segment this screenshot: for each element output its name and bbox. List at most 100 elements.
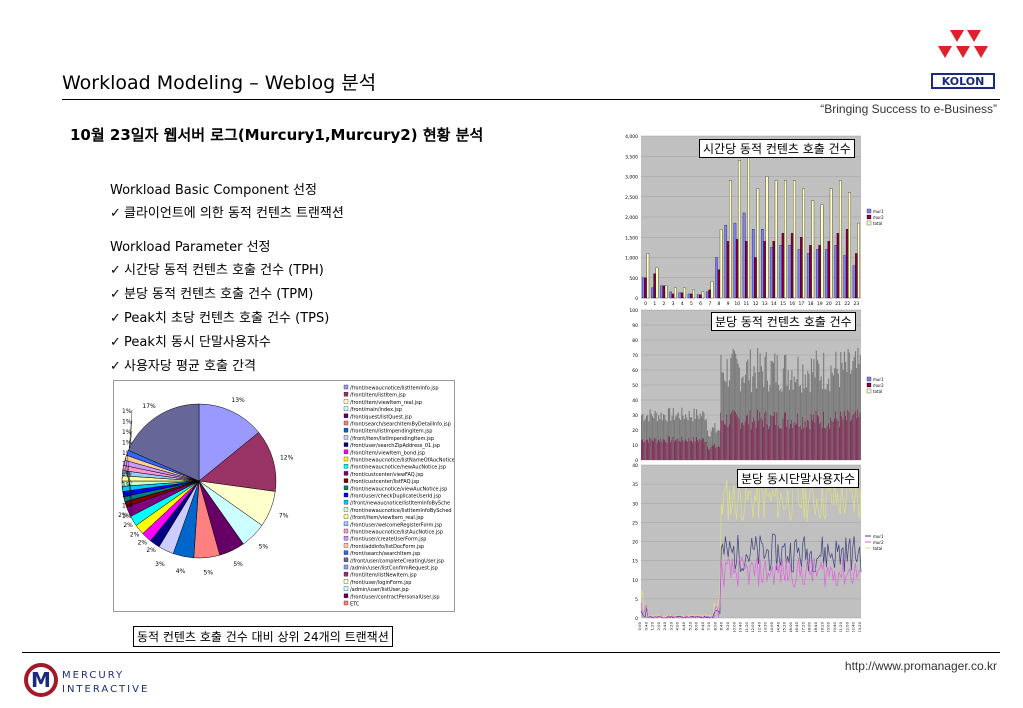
bar xyxy=(707,430,709,460)
pie-legend-swatch xyxy=(343,564,349,570)
bar xyxy=(852,360,854,460)
pie-slice-label: 1% xyxy=(122,482,132,489)
bar xyxy=(738,160,741,299)
pie-slice-label: 1% xyxy=(122,429,132,436)
bar xyxy=(766,380,768,460)
bar xyxy=(680,441,681,460)
bar xyxy=(780,427,781,460)
bar xyxy=(676,414,678,460)
bar xyxy=(672,436,674,460)
footer-url: http://www.promanager.co.kr xyxy=(844,659,997,673)
y-tick-label: 1,000 xyxy=(625,256,638,262)
bar xyxy=(850,421,851,460)
bar xyxy=(771,415,773,460)
bar xyxy=(749,349,751,460)
pie-legend-label: /front/newaucnotice/listAucNotice.jsp xyxy=(350,530,443,536)
bar xyxy=(753,417,754,460)
bullet-item: ✓ Peak치 초당 컨텐츠 호출 건수 (TPS) xyxy=(110,311,330,326)
bar xyxy=(801,392,803,460)
bar xyxy=(700,416,702,460)
pie-legend-swatch xyxy=(343,514,349,519)
bar xyxy=(660,285,663,299)
y-tick-label: 2,500 xyxy=(625,195,638,201)
bar xyxy=(777,384,779,460)
bar xyxy=(644,418,646,460)
bar xyxy=(675,440,676,460)
x-tick-label: 9:20 xyxy=(725,621,730,630)
bar xyxy=(655,438,657,460)
pie-legend-label: /front/item/listItem.jsp xyxy=(350,393,406,399)
x-tick-label: 10:40 xyxy=(738,621,743,632)
y-tick-label: 15 xyxy=(632,559,638,565)
x-tick-label: 2:00 xyxy=(656,621,661,630)
bar xyxy=(761,229,764,299)
pie-slice-label: 7% xyxy=(279,512,289,519)
y-tick-label: 10 xyxy=(632,443,638,449)
hourly-calls-chart: 0 500 1,000 1,500 2,000 2,500 3,000 3,500 4,000 0… xyxy=(617,131,892,307)
bar xyxy=(671,415,673,460)
bar xyxy=(828,378,830,460)
bar xyxy=(781,233,785,299)
bar xyxy=(690,293,693,299)
pie-leader-line xyxy=(123,462,133,495)
pie-legend-label: /front/newaucnotice/listItemInfo.jsp xyxy=(350,386,439,392)
bar xyxy=(691,417,693,460)
pie-legend-label: /front/user/createUserForm.jsp xyxy=(350,537,426,543)
bar xyxy=(669,291,673,299)
bar xyxy=(687,420,689,460)
bar xyxy=(859,412,861,460)
bar xyxy=(689,440,691,460)
bar xyxy=(837,421,839,460)
bar xyxy=(671,293,675,299)
bar xyxy=(776,412,778,460)
bar xyxy=(718,446,719,460)
y-tick-label: 25 xyxy=(632,520,638,526)
bar xyxy=(703,438,704,460)
bar xyxy=(738,367,740,460)
y-tick-label: 2,000 xyxy=(625,215,638,221)
bar xyxy=(737,363,739,460)
bar xyxy=(807,419,808,460)
bar xyxy=(678,418,680,460)
bar xyxy=(726,414,728,460)
bar xyxy=(713,445,714,460)
x-tick-label: 6 xyxy=(699,301,702,307)
legend-label: mur1 xyxy=(873,377,884,382)
bar xyxy=(706,291,709,299)
bar xyxy=(802,364,804,460)
bar xyxy=(832,375,834,460)
pie-legend-swatch xyxy=(343,521,349,526)
bar xyxy=(650,413,652,460)
bar xyxy=(686,417,688,460)
pie-legend-label: /front/item/listNewItem.jsp xyxy=(350,573,417,579)
bar xyxy=(641,439,642,460)
bar xyxy=(804,421,806,460)
bar xyxy=(763,427,764,460)
bar xyxy=(813,414,814,460)
bar xyxy=(710,431,712,460)
bar xyxy=(775,382,777,460)
bar xyxy=(803,427,805,460)
bar xyxy=(793,180,796,299)
bar xyxy=(681,436,682,460)
x-tick-label: 7:20 xyxy=(706,621,711,630)
total-series-line xyxy=(640,476,862,619)
bar xyxy=(839,427,840,460)
mercury-logo: M MERCURY INTERACTIVE xyxy=(24,663,147,697)
bar xyxy=(677,438,679,460)
bar xyxy=(850,373,852,460)
bar xyxy=(795,382,797,460)
bar xyxy=(721,372,723,460)
bar xyxy=(692,442,693,460)
bar xyxy=(688,437,690,460)
bar xyxy=(711,427,713,460)
bar xyxy=(737,416,739,460)
pie-legend-swatch xyxy=(343,528,349,534)
bar xyxy=(796,379,798,460)
x-tick-label: 20:40 xyxy=(832,621,837,632)
bar xyxy=(652,440,653,460)
bar xyxy=(852,415,853,460)
bar xyxy=(731,412,732,460)
bar xyxy=(654,410,656,460)
